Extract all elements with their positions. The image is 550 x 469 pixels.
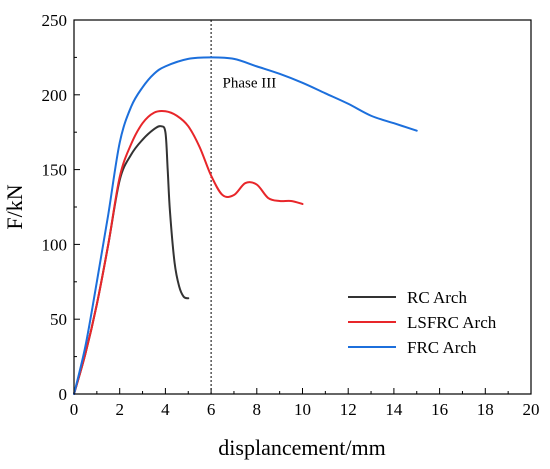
x-axis-title: displancement/mm <box>218 435 385 460</box>
x-tick-label: 0 <box>70 400 79 419</box>
y-tick-label: 150 <box>42 161 68 180</box>
legend-label: LSFRC Arch <box>407 313 497 332</box>
y-tick-label: 250 <box>42 11 68 30</box>
y-axis: 0 50 100 150 200 250 <box>42 11 80 404</box>
x-tick-label: 4 <box>161 400 170 419</box>
y-axis-title: F/kN <box>2 184 27 229</box>
series-layer <box>73 56 418 395</box>
x-tick-label: 10 <box>294 400 311 419</box>
series-line-frc-arch <box>73 56 418 395</box>
x-tick-label: 2 <box>115 400 124 419</box>
x-tick-label: 20 <box>523 400 540 419</box>
y-tick-label: 0 <box>59 385 68 404</box>
series-line-rc-arch <box>73 125 190 395</box>
x-tick-label: 8 <box>253 400 262 419</box>
x-tick-label: 14 <box>385 400 403 419</box>
series-line-lsfrc-arch <box>73 109 304 395</box>
x-tick-label: 6 <box>207 400 216 419</box>
y-tick-label: 50 <box>50 310 67 329</box>
x-axis: 0 2 4 6 8 10 12 14 16 18 20 <box>70 388 540 419</box>
x-tick-label: 18 <box>477 400 494 419</box>
legend-label: RC Arch <box>407 288 467 307</box>
x-tick-label: 16 <box>431 400 448 419</box>
legend-label: FRC Arch <box>407 338 477 357</box>
y-tick-label: 200 <box>42 86 68 105</box>
annotation-phase-iii: Phase III <box>223 75 277 91</box>
legend: RC Arch LSFRC Arch FRC Arch <box>348 288 497 357</box>
y-tick-label: 100 <box>42 235 68 254</box>
x-tick-label: 12 <box>340 400 357 419</box>
